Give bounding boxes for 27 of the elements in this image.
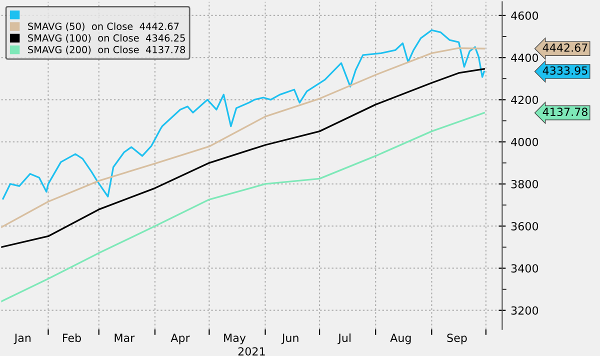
line-series — [1, 68, 485, 248]
text: 4442.67 — [542, 43, 588, 52]
text: 4333.95 — [542, 66, 588, 75]
legend-label: SMAVG (100) on Close 4346.25 — [28, 34, 185, 43]
x-tick-label: Jul — [338, 333, 351, 344]
x-tick-label: Jan — [14, 334, 31, 344]
legend-label: SMAVG (50) on Close 4442.67 — [28, 22, 179, 32]
x-tick-label: May — [224, 334, 246, 344]
y-tick-label: 3200 — [511, 306, 538, 315]
line-series — [1, 112, 485, 302]
x-tick-label: Mar — [114, 334, 135, 342]
y-tick-label: 3600 — [511, 222, 538, 230]
y-tick-label: 3800 — [511, 180, 538, 188]
y-tick-label: 4000 — [511, 138, 538, 146]
y-tick-label: 4400 — [511, 54, 538, 62]
x-tick-label: Apr — [170, 334, 190, 344]
y-tick-label: 4200 — [511, 96, 538, 104]
line-series — [1, 47, 485, 228]
y-tick-label: 4600 — [511, 11, 538, 20]
text: 4137.78 — [542, 108, 588, 116]
y-tick-label: 3400 — [511, 264, 538, 273]
legend-label: SMAVG (200) on Close 4137.78 — [28, 46, 186, 54]
x-tick-label: Feb — [62, 333, 81, 342]
x-tick-label: Sep — [447, 334, 467, 344]
x-axis-title: 2021 — [238, 347, 265, 356]
x-tick-label: Jun — [281, 334, 298, 344]
x-tick-label: Aug — [390, 334, 411, 344]
